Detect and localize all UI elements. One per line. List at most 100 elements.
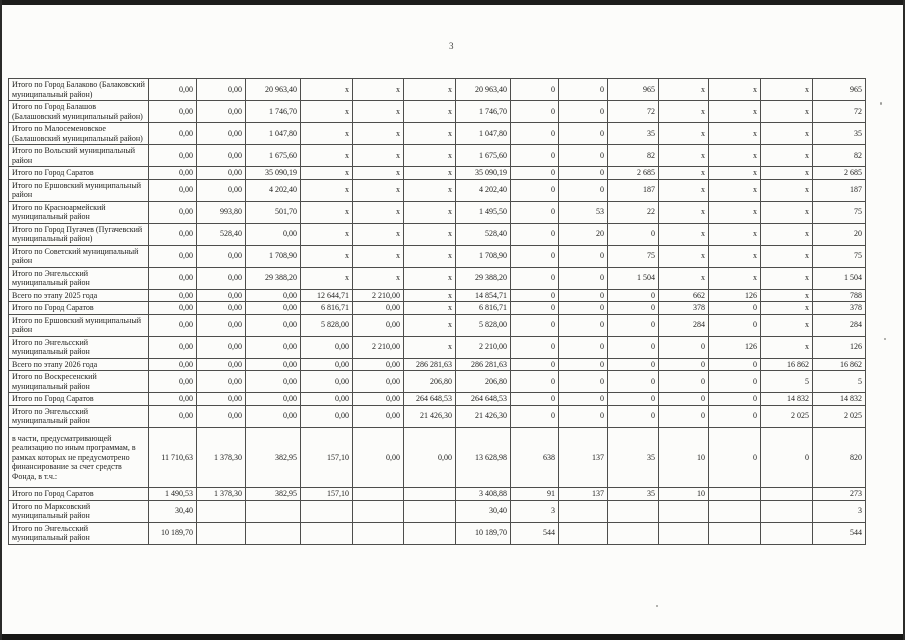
table-cell: 126 [812,335,866,359]
table-cell: 382,95 [245,487,301,501]
table-cell: 3 408,88 [455,487,511,501]
table-cell: 0,00 [196,144,246,167]
table-cell: 0 [510,392,559,406]
row-label: Итого по Город Саратов [8,392,149,406]
table-cell: x [658,144,709,167]
table-cell: x [760,144,813,167]
table-cell [708,499,761,523]
table-cell: 0,00 [403,426,456,488]
table-cell: x [300,100,353,123]
table-cell: 0 [607,222,659,246]
table-cell: 0 [607,404,659,428]
table-cell: x [760,266,813,290]
table-cell: 0 [510,288,559,302]
table-cell [760,521,813,545]
row-label: Итого по Энгельсский муниципальный район [8,335,149,359]
row-label: Итого по Энгельсский муниципальный район [8,266,149,290]
table-cell: x [403,335,456,359]
table-cell: 30,40 [148,499,197,523]
table-cell: 14 832 [760,392,813,406]
table-cell [708,487,761,501]
table-cell: 1 047,80 [245,122,301,145]
table-cell: x [352,122,404,145]
table-row: в части, предусматривающей реализацию по… [8,426,866,488]
table-row: Итого по Город Пугачев (Пугачевский муни… [8,222,866,246]
table-cell: 137 [558,487,608,501]
table-cell: 0,00 [148,301,197,315]
table-cell: 0,00 [196,100,246,123]
table-cell: x [708,100,761,123]
table-cell: 157,10 [300,426,353,488]
table-cell: x [300,222,353,246]
table-cell: 0 [510,166,559,180]
table-cell: 0 [607,288,659,302]
table-cell: 0 [510,370,559,393]
row-label: Итого по Ершовский муниципальный район [8,178,149,202]
table-cell: 35 [607,487,659,501]
table-cell: 0 [558,370,608,393]
table-cell: x [352,144,404,167]
table-row: Итого по Город Саратов 0,00 0,00 0,00 6 816… [8,301,866,315]
table-cell: x [760,335,813,359]
table-cell: 206,80 [403,370,456,393]
table-cell: 0,00 [352,392,404,406]
table-cell: 10 189,70 [148,521,197,545]
table-cell: 1 675,60 [455,144,511,167]
table-cell: 4 202,40 [245,178,301,202]
table-row: Итого по Энгельсский муниципальный район… [8,404,866,428]
table-cell: 0,00 [196,122,246,145]
table-row: Итого по Красноармейский муниципальный р… [8,200,866,224]
table-cell: x [352,166,404,180]
table-cell: 0,00 [352,404,404,428]
table-cell: 2 210,00 [455,335,511,359]
table-cell: 0,00 [196,370,246,393]
table-cell: 286 281,63 [403,357,456,371]
table-cell: 2 685 [812,166,866,180]
table-cell [760,487,813,501]
table-cell: 0,00 [148,357,197,371]
table-cell: 0,00 [196,335,246,359]
table-cell: 12 644,71 [300,288,353,302]
table-cell: x [352,200,404,224]
table-cell: 0 [558,301,608,315]
table-cell: x [403,288,456,302]
row-label: Итого по Город Пугачев (Пугачевский муни… [8,222,149,246]
table-cell: 0 [760,426,813,488]
table-cell: 0,00 [148,313,197,337]
table-cell: 0,00 [148,100,197,123]
table-cell: 6 816,71 [300,301,353,315]
table-cell: x [300,244,353,268]
table-cell: 35 [607,426,659,488]
table-cell: 0,00 [148,144,197,167]
table-cell: 14 832 [812,392,866,406]
table-cell: 72 [607,100,659,123]
table-cell: x [403,166,456,180]
row-label: Итого по Город Саратов [8,487,149,501]
table-cell: 206,80 [455,370,511,393]
table-cell: x [658,222,709,246]
table-cell: x [403,244,456,268]
table-row: Итого по Энгельсский муниципальный район… [8,335,866,359]
table-cell [352,521,404,545]
row-label: Итого по Город Саратов [8,166,149,180]
table-cell: 284 [812,313,866,337]
row-label: Итого по Город Саратов [8,301,149,315]
table-cell: 544 [812,521,866,545]
table-cell: 0,00 [300,404,353,428]
table-row: Итого по Город Саратов 0,00 0,00 35 090,19… [8,166,866,180]
table-cell: 35 090,19 [455,166,511,180]
table-cell: 126 [708,288,761,302]
table-cell: 0 [558,178,608,202]
table-cell: 1 378,30 [196,426,246,488]
table-cell: x [760,313,813,337]
table-cell: 0 [558,244,608,268]
table-cell: x [403,122,456,145]
table-cell: 4 202,40 [455,178,511,202]
table-cell: 0 [558,392,608,406]
table-body: Итого по Город Балаково (Балаковский мун… [8,78,866,545]
table-cell: x [760,100,813,123]
table-cell: 0,00 [245,301,301,315]
table-cell: 0,00 [148,166,197,180]
table-cell: x [658,200,709,224]
table-cell [403,499,456,523]
